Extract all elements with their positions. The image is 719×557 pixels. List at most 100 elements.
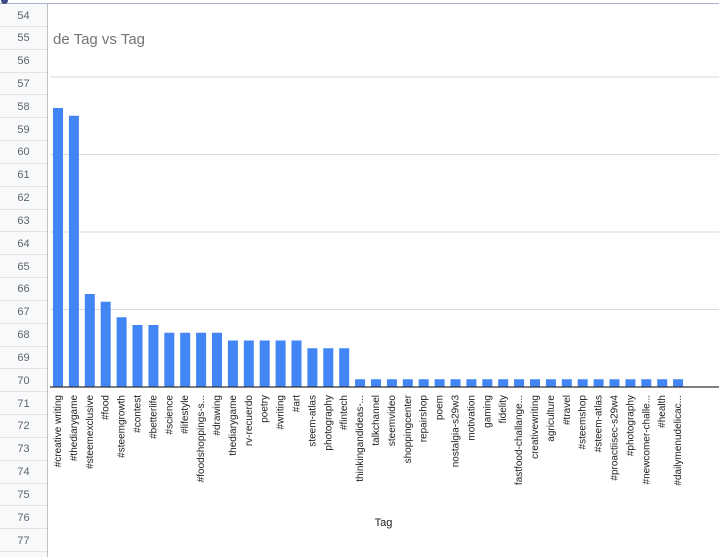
row-header[interactable]: 66	[0, 279, 47, 301]
bar[interactable]	[275, 340, 286, 388]
row-header[interactable]: 56	[0, 51, 47, 73]
bar[interactable]	[196, 332, 207, 387]
x-tick-label: #steemgrowth	[117, 395, 128, 458]
row-header[interactable]: 60	[0, 142, 47, 164]
bar[interactable]	[482, 379, 493, 387]
x-tick-label: steem-atlas	[307, 395, 318, 447]
x-tick-label: repairshop	[419, 395, 430, 443]
x-tick-label: #newcomer-challe...	[641, 395, 652, 484]
bar[interactable]	[212, 332, 222, 387]
bar[interactable]	[307, 348, 318, 387]
x-tick-label: poem	[435, 395, 446, 420]
bar[interactable]	[657, 379, 668, 387]
row-header[interactable]: 74	[0, 462, 47, 484]
row-header[interactable]: 77	[0, 530, 47, 553]
x-tick-label: #foodshoppings-s...	[196, 395, 207, 482]
x-tick-label: #steemshop	[578, 395, 589, 450]
bar[interactable]	[355, 379, 366, 387]
x-tick-label: gaming	[482, 395, 493, 428]
bar[interactable]	[593, 379, 604, 387]
bar[interactable]	[323, 348, 334, 387]
x-tick-label: fastfood-challange...	[514, 395, 525, 485]
bar[interactable]	[180, 332, 191, 387]
bar[interactable]	[561, 379, 572, 387]
bar[interactable]	[545, 379, 556, 387]
row-header[interactable]: 64	[0, 233, 47, 256]
row-header[interactable]: 63	[0, 210, 47, 233]
bar[interactable]	[418, 379, 429, 387]
x-tick-label: #health	[657, 395, 668, 428]
x-tick-label: #food	[101, 395, 112, 420]
bar[interactable]	[625, 379, 636, 387]
bar[interactable]	[116, 317, 127, 387]
bar[interactable]	[148, 325, 159, 387]
x-tick-label: creativewriting	[530, 395, 541, 459]
x-axis-title: Tag	[374, 517, 393, 529]
bar[interactable]	[100, 301, 111, 387]
x-tick-label: #fintech	[339, 395, 350, 430]
bar[interactable]	[498, 379, 509, 387]
x-tick-label: motivation	[466, 395, 477, 441]
x-tick-label: rv-recuerdo	[244, 395, 255, 447]
x-tick-label: shoppingcenter	[403, 394, 414, 463]
x-tick-label: #proactiisec-s29w4	[610, 395, 621, 481]
x-tick-label: #drawing	[212, 395, 223, 436]
row-header[interactable]: 70	[0, 370, 47, 393]
row-header[interactable]: 54	[0, 5, 47, 27]
bar[interactable]	[450, 379, 461, 387]
x-tick-label: #contest	[133, 395, 144, 433]
x-tick-label: #photography	[625, 395, 636, 456]
bar[interactable]	[577, 379, 588, 387]
bar[interactable]	[434, 379, 445, 387]
bar[interactable]	[84, 294, 95, 387]
bar[interactable]	[339, 348, 350, 387]
x-tick-label: steemvideo	[387, 395, 398, 447]
row-header[interactable]: 72	[0, 416, 47, 438]
row-header[interactable]: 59	[0, 119, 47, 142]
x-tick-label: #betterlife	[148, 395, 159, 439]
bar[interactable]	[371, 379, 381, 387]
x-tick-label: #travel	[562, 395, 573, 425]
x-tick-label: talkchannel	[371, 395, 382, 446]
bar[interactable]	[609, 379, 620, 387]
row-header[interactable]: 61	[0, 165, 47, 187]
bar[interactable]	[243, 340, 254, 388]
bar[interactable]	[227, 340, 238, 388]
x-tick-label: fidelity	[498, 395, 509, 423]
bar[interactable]	[641, 379, 652, 387]
row-header[interactable]: 76	[0, 507, 47, 530]
bar[interactable]	[673, 379, 684, 387]
row-header[interactable]: 58	[0, 96, 47, 119]
row-header[interactable]: 62	[0, 188, 47, 210]
row-header[interactable]: 65	[0, 256, 47, 279]
bar[interactable]	[259, 340, 270, 388]
row-header[interactable]: 73	[0, 439, 47, 461]
x-tick-label: #steemexclusive	[85, 395, 96, 469]
row-header[interactable]: 69	[0, 347, 47, 370]
bar[interactable]	[514, 379, 525, 387]
bar[interactable]	[291, 340, 302, 388]
x-tick-label: nostalgia-s29w3	[451, 395, 462, 468]
bar[interactable]	[386, 379, 397, 387]
chart-handle-dot[interactable]	[1, 0, 8, 4]
chart-title: de Tag vs Tag	[53, 31, 146, 48]
bar[interactable]	[68, 115, 79, 387]
bar[interactable]	[132, 325, 143, 387]
top-edge-bar	[0, 0, 719, 4]
x-tick-label: agriculture	[546, 395, 557, 442]
bar[interactable]	[53, 108, 63, 387]
row-header[interactable]: 55	[0, 28, 47, 50]
x-tick-label: #writing	[276, 395, 287, 429]
bar[interactable]	[530, 379, 540, 387]
row-header[interactable]: 71	[0, 393, 47, 416]
row-header[interactable]: 75	[0, 484, 47, 507]
bar[interactable]	[164, 332, 175, 387]
row-header[interactable]: 68	[0, 325, 47, 347]
row-header[interactable]: 57	[0, 73, 47, 96]
bar[interactable]	[466, 379, 477, 387]
bar[interactable]	[402, 379, 413, 387]
x-tick-label: #lifestyle	[180, 395, 191, 434]
row-header[interactable]: 67	[0, 302, 47, 324]
chart[interactable]: de Tag vs Tag #creative writing #thediary…	[48, 4, 719, 557]
chart-canvas: #creative writing #thediarygame #steemexcl…	[50, 76, 719, 486]
